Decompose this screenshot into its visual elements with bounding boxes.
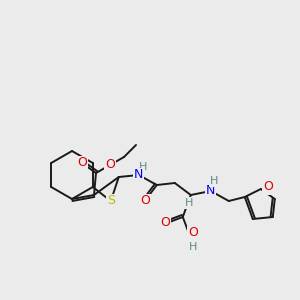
Text: N: N bbox=[134, 169, 143, 182]
Text: O: O bbox=[77, 157, 87, 169]
Text: O: O bbox=[105, 158, 115, 172]
Text: O: O bbox=[160, 217, 170, 230]
Text: O: O bbox=[188, 226, 198, 239]
Text: H: H bbox=[139, 162, 147, 172]
Text: O: O bbox=[263, 181, 273, 194]
Text: N: N bbox=[206, 184, 215, 197]
Text: S: S bbox=[107, 194, 115, 208]
Text: O: O bbox=[140, 194, 150, 208]
Text: H: H bbox=[189, 242, 197, 252]
Text: H: H bbox=[184, 198, 193, 208]
Text: H: H bbox=[210, 176, 218, 186]
